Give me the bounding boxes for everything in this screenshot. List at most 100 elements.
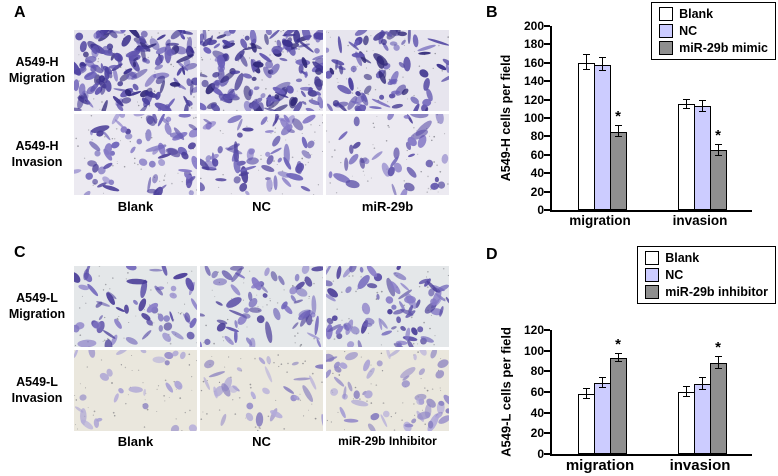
chart-a549l-ylabel: A549-L cells per field bbox=[498, 327, 514, 457]
y-tick-mark bbox=[544, 329, 550, 331]
panel-a-row-label-invasion: A549-H Invasion bbox=[11, 139, 63, 170]
y-tick-label: 160 bbox=[523, 55, 544, 70]
y-tick-label: 120 bbox=[523, 323, 544, 337]
category-label-migration: migration bbox=[569, 213, 631, 228]
chart-a549h-plot: * * 0 20 40 60 80 100 120 140 160 180 200 bbox=[524, 19, 752, 217]
bar-mir-29b-inhibitor-invasion: * bbox=[709, 330, 727, 454]
y-tick-mark bbox=[544, 172, 550, 175]
panel-c-col-label-nc: NC bbox=[252, 434, 271, 449]
y-tick-label: 80 bbox=[530, 364, 544, 379]
y-tick-mark bbox=[544, 153, 550, 156]
chart-a549h: Blank NC miR-29b mimic A549-H cells per fi… bbox=[486, 0, 778, 238]
y-tick-mark bbox=[544, 135, 550, 138]
panel-a-col-label-nc: NC bbox=[252, 199, 271, 214]
y-tick-label: 200 bbox=[523, 19, 544, 33]
significance-asterisk: * bbox=[715, 126, 721, 144]
micrograph-a549l-migration-blank bbox=[74, 266, 197, 347]
y-tick-label: 120 bbox=[523, 92, 544, 107]
panel-c-row-label-invasion: A549-L Invasion bbox=[11, 375, 63, 406]
y-tick-label: 100 bbox=[523, 343, 544, 358]
bar-blank-invasion bbox=[677, 330, 695, 454]
legend-swatch bbox=[659, 7, 674, 21]
y-tick-mark bbox=[544, 43, 550, 46]
legend-item-nc: NC bbox=[645, 268, 768, 282]
y-tick-mark bbox=[544, 391, 550, 393]
micrograph-a549l-invasion-inhibitor bbox=[326, 350, 449, 431]
y-tick-mark bbox=[544, 25, 550, 27]
micrograph-a549h-invasion-mir29b bbox=[326, 114, 449, 195]
y-tick-label: 0 bbox=[537, 203, 544, 217]
micrograph-a549l-invasion-nc bbox=[200, 350, 323, 431]
legend-swatch bbox=[645, 268, 660, 282]
y-tick-label: 0 bbox=[537, 447, 544, 461]
chart-a549l-category-labels: migration invasion bbox=[550, 457, 750, 474]
micrograph-a549h-invasion-nc bbox=[200, 114, 323, 195]
legend-item-nc: NC bbox=[659, 24, 768, 38]
bar-blank-migration bbox=[577, 26, 595, 210]
y-tick-label: 140 bbox=[523, 74, 544, 89]
y-tick-mark bbox=[544, 432, 550, 435]
y-tick-label: 180 bbox=[523, 37, 544, 52]
y-tick-label: 80 bbox=[530, 129, 544, 144]
y-tick-mark bbox=[544, 80, 550, 83]
y-tick-mark bbox=[544, 209, 550, 211]
panel-a-label: A bbox=[14, 4, 26, 21]
y-tick-label: 40 bbox=[530, 405, 544, 420]
micrograph-a549h-migration-nc bbox=[200, 30, 323, 111]
bar-mir-29b-mimic-invasion: * bbox=[709, 26, 727, 210]
panel-c-col-label-inhibitor: miR-29b Inhibitor bbox=[338, 434, 437, 448]
chart-a549h-legend: Blank NC miR-29b mimic bbox=[651, 2, 776, 60]
micrograph-a549l-migration-inhibitor bbox=[326, 266, 449, 347]
y-tick-label: 20 bbox=[530, 426, 544, 441]
y-tick-mark bbox=[544, 117, 550, 119]
y-tick-label: 100 bbox=[523, 111, 544, 125]
bar-group-migration: * bbox=[577, 330, 627, 454]
legend-swatch bbox=[645, 285, 660, 299]
y-tick-mark bbox=[544, 349, 550, 352]
panel-c-label: C bbox=[14, 244, 26, 261]
bar-nc-migration bbox=[593, 26, 611, 210]
chart-a549h-ylabel: A549-H cells per field bbox=[499, 54, 513, 182]
panel-c-micrograph-grid bbox=[74, 266, 449, 431]
category-label-invasion: invasion bbox=[669, 457, 731, 474]
significance-asterisk: * bbox=[715, 338, 721, 356]
panel-b-label: B bbox=[486, 4, 498, 21]
chart-a549l-legend: Blank NC miR-29b inhibitor bbox=[637, 246, 776, 304]
legend-item-blank: Blank bbox=[645, 251, 768, 265]
y-tick-label: 20 bbox=[530, 184, 544, 199]
panel-c-col-label-blank: Blank bbox=[117, 434, 154, 449]
micrograph-a549h-migration-mir29b bbox=[326, 30, 449, 111]
micrograph-a549l-migration-nc bbox=[200, 266, 323, 347]
legend-item-mir-29b-mimic: miR-29b mimic bbox=[659, 41, 768, 55]
micrograph-a549h-migration-blank bbox=[74, 30, 197, 111]
chart-a549h-category-labels: migration invasion bbox=[550, 213, 750, 228]
y-tick-label: 60 bbox=[530, 385, 544, 399]
panel-a-micrograph-grid bbox=[74, 30, 449, 195]
y-tick-mark bbox=[544, 411, 550, 414]
panel-a-row-label-migration: A549-H Migration bbox=[8, 55, 66, 86]
y-tick-mark bbox=[544, 98, 550, 101]
y-tick-label: 60 bbox=[530, 147, 544, 162]
micrograph-a549h-invasion-blank bbox=[74, 114, 197, 195]
bar-mir-29b-inhibitor-migration: * bbox=[609, 330, 627, 454]
category-label-invasion: invasion bbox=[672, 213, 728, 228]
panel-a-col-label-mir29b: miR-29b bbox=[361, 199, 414, 214]
legend-item-blank: Blank bbox=[659, 7, 768, 21]
bar-nc-invasion bbox=[693, 330, 711, 454]
significance-asterisk: * bbox=[615, 335, 621, 353]
y-tick-mark bbox=[544, 61, 550, 64]
legend-swatch bbox=[659, 24, 674, 38]
y-tick-mark bbox=[544, 370, 550, 373]
bar-blank-migration bbox=[577, 330, 595, 454]
micrograph-a549l-invasion-blank bbox=[74, 350, 197, 431]
panel-a-col-label-blank: Blank bbox=[117, 199, 154, 214]
significance-asterisk: * bbox=[615, 108, 621, 126]
bar-nc-migration bbox=[593, 330, 611, 454]
chart-a549l: Blank NC miR-29b inhibitor A549-L cells pe… bbox=[486, 240, 778, 476]
chart-a549l-plot: * * 0 20 40 60 80 100 120 bbox=[524, 323, 752, 461]
bar-mir-29b-mimic-migration: * bbox=[609, 26, 627, 210]
legend-swatch bbox=[659, 41, 674, 55]
bar-group-migration: * bbox=[577, 26, 627, 210]
bar-group-invasion: * bbox=[677, 330, 727, 454]
